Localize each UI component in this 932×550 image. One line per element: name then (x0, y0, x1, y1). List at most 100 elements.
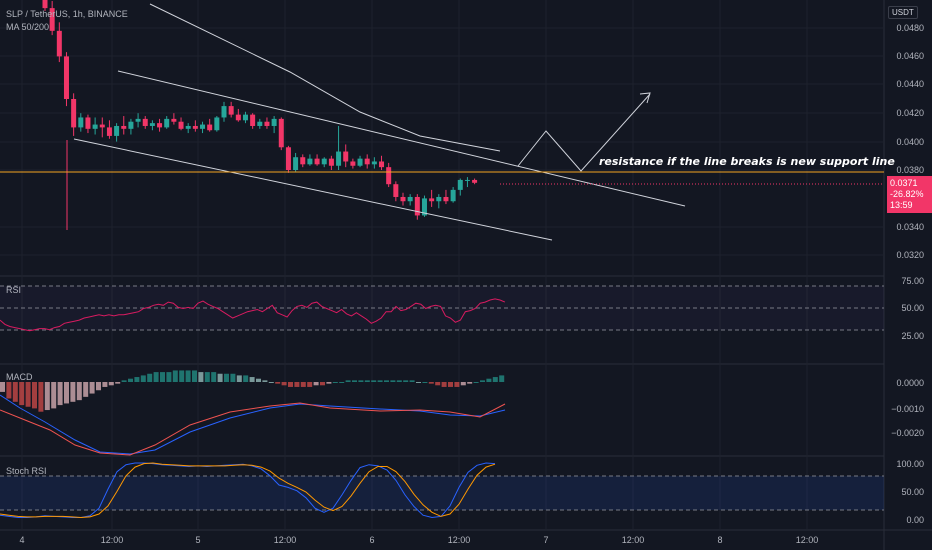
candle-body (450, 189, 456, 202)
candle-body (443, 196, 449, 202)
last-price-tag: 0.0371 -26.82% 13:59 (887, 176, 932, 213)
macd-histogram-bar (416, 382, 421, 383)
rsi-pane-title[interactable]: RSI (6, 285, 22, 295)
macd-histogram-bar (115, 382, 121, 384)
candle-body (157, 123, 163, 128)
stoch-rsi-pane-title[interactable]: Stoch RSI (6, 466, 47, 476)
candle-body (85, 117, 91, 129)
candle-body (128, 121, 134, 129)
macd-histogram-bar (422, 382, 428, 383)
macd-histogram-bar (19, 382, 25, 406)
candle-body (457, 179, 463, 190)
symbol-label[interactable]: SLP / TetherUS, 1h, BINANCE (6, 9, 128, 19)
candle-body (357, 158, 363, 166)
stoch-band (0, 476, 884, 510)
candle-body (214, 117, 220, 131)
candle-body (314, 158, 320, 165)
macd-histogram-bar (211, 372, 217, 382)
macd-histogram-bar (12, 382, 18, 402)
candle-body (49, 8, 55, 31)
candle-countdown: 13:59 (890, 200, 913, 210)
candle-body (106, 127, 112, 136)
macd-histogram-bar (358, 380, 364, 382)
candle-body (429, 198, 435, 202)
last-price-value: 0.0371 (890, 178, 918, 188)
candle-body (42, 0, 48, 9)
macd-tick: −0.0010 (891, 404, 924, 414)
currency-label[interactable]: USDT (888, 6, 918, 19)
candle-body (171, 118, 177, 122)
price-tick: 0.0440 (896, 79, 924, 89)
candle-body (343, 151, 349, 162)
candle-body (414, 196, 420, 216)
rsi-line (0, 298, 506, 332)
stoch-tick: 50.00 (901, 487, 924, 497)
candle-body (185, 125, 191, 129)
macd-histogram-bar (256, 378, 261, 382)
macd-histogram-bar (326, 382, 332, 384)
candle-body (135, 118, 141, 122)
macd-histogram-bar (25, 382, 31, 407)
macd-histogram-bar (428, 382, 434, 384)
candle-body (321, 158, 327, 165)
macd-histogram-bar (6, 382, 12, 399)
candle-body (149, 123, 155, 126)
macd-histogram-bar (0, 382, 5, 392)
candle-body (464, 179, 470, 181)
macd-histogram-bar (179, 370, 185, 382)
rsi-tick: 75.00 (901, 276, 924, 286)
price-tick: 0.0380 (896, 165, 924, 175)
time-tick: 12:00 (447, 535, 471, 545)
candle-body (207, 124, 213, 131)
candle-body (436, 196, 442, 202)
macd-histogram-bar (448, 382, 453, 387)
macd-histogram-bar (96, 382, 101, 391)
ma-indicator-label[interactable]: MA 50/200 (6, 22, 50, 32)
macd-histogram-bar (339, 382, 345, 383)
macd-pane-title[interactable]: MACD (6, 372, 33, 382)
macd-histogram-bar (249, 377, 255, 382)
macd-histogram-bar (236, 375, 242, 382)
candle-body (192, 125, 198, 129)
macd-histogram-bar (384, 380, 389, 382)
macd-histogram-bar (166, 372, 172, 382)
macd-histogram-bar (377, 380, 383, 382)
candle-body (379, 161, 385, 168)
rsi-tick: 25.00 (901, 331, 924, 341)
macd-histogram-bar (153, 372, 159, 382)
time-tick: 5 (195, 535, 201, 545)
macd-histogram-bar (371, 380, 377, 382)
rsi-tick: 50.00 (901, 303, 924, 313)
macd-histogram-bar (454, 382, 460, 387)
projection-path (517, 93, 651, 172)
price-tick: 0.0480 (896, 23, 924, 33)
candle-body (271, 118, 277, 126)
macd-histogram-bar (390, 380, 396, 382)
macd-histogram-bar (230, 373, 236, 382)
macd-histogram-bar (480, 380, 485, 382)
candle-body (71, 99, 77, 128)
macd-histogram-bar (275, 382, 281, 384)
candle-body (407, 196, 413, 202)
macd-histogram-bar (57, 382, 63, 406)
macd-histogram-bar (268, 382, 274, 383)
macd-histogram-bar (44, 382, 50, 411)
candle-body (386, 167, 392, 185)
time-tick: 12:00 (273, 535, 297, 545)
macd-histogram-bar (198, 372, 204, 382)
candle-body (242, 114, 248, 121)
macd-histogram-bar (32, 382, 37, 409)
descending-support-line (73, 138, 553, 241)
macd-histogram-bar (217, 373, 223, 382)
candle-body (328, 158, 334, 166)
arrow-head-icon (639, 92, 651, 104)
macd-histogram-bar (192, 370, 197, 382)
macd-histogram-bar (83, 382, 89, 397)
macd-histogram-bar (313, 382, 319, 386)
macd-histogram-bar (486, 378, 492, 382)
candle-body (121, 125, 127, 129)
annotation-text[interactable]: resistance if the line breaks is new sup… (599, 155, 895, 168)
moving-average-line (149, 3, 501, 152)
